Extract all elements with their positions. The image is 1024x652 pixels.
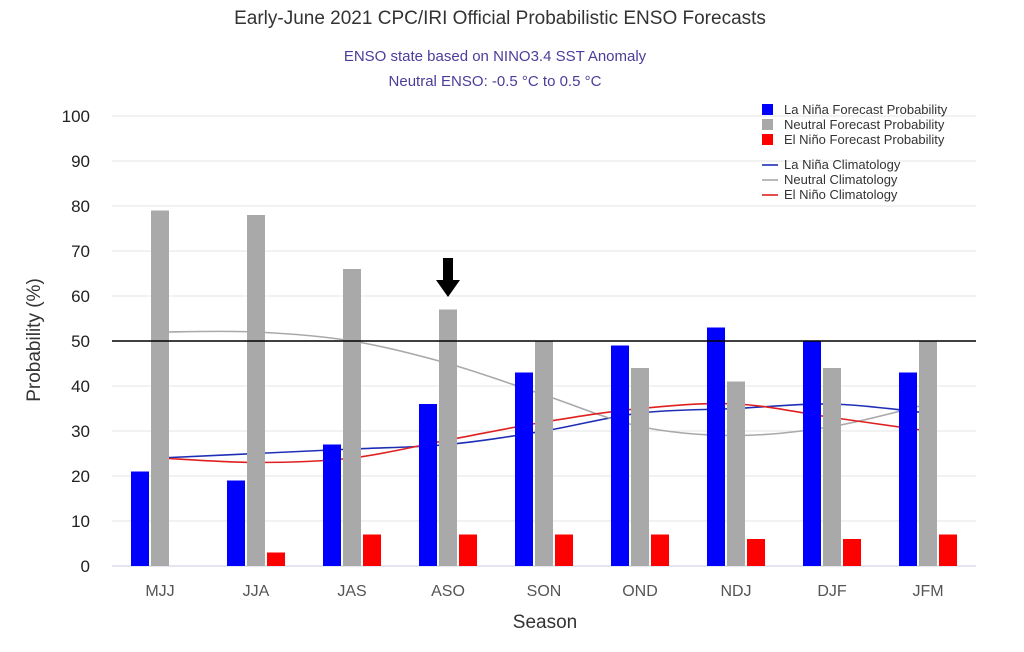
legend-label-el-nino-climatology: El Niño Climatology — [784, 187, 898, 202]
legend-swatch-la-nina-forecast-probability — [762, 104, 773, 115]
x-tick-label: OND — [622, 583, 658, 600]
bar-la-nina-forecast-probability-mjj — [131, 471, 149, 566]
y-tick-label: 50 — [71, 332, 90, 351]
x-tick-label: DJF — [817, 583, 847, 600]
bar-la-nina-forecast-probability-ond — [611, 345, 629, 566]
y-axis-ticks: 0 10 20 30 40 50 60 70 80 90 100 — [62, 107, 90, 576]
bar-el-nino-forecast-probability-ond — [651, 534, 669, 566]
bars-layer — [131, 210, 957, 566]
legend-label-la-nina-climatology: La Niña Climatology — [784, 157, 901, 172]
legend-swatch-el-nino-forecast-probability — [762, 134, 773, 145]
x-axis-title: Season — [513, 612, 577, 633]
chart-subtitle-2: Neutral ENSO: -0.5 °C to 0.5 °C — [388, 73, 602, 90]
y-tick-label: 70 — [71, 242, 90, 261]
bar-neutral-forecast-probability-mjj — [151, 210, 169, 566]
x-tick-label: ASO — [431, 583, 465, 600]
y-axis-title: Probability (%) — [24, 278, 45, 402]
bar-el-nino-forecast-probability-aso — [459, 534, 477, 566]
bar-la-nina-forecast-probability-aso — [419, 404, 437, 566]
bar-la-nina-forecast-probability-ndj — [707, 327, 725, 566]
chart-title: Early-June 2021 CPC/IRI Official Probabi… — [234, 8, 766, 29]
y-tick-label: 40 — [71, 377, 90, 396]
bar-el-nino-forecast-probability-jas — [363, 534, 381, 566]
x-tick-label: JFM — [912, 583, 943, 600]
x-tick-label: MJJ — [145, 583, 174, 600]
y-tick-label: 80 — [71, 197, 90, 216]
bar-neutral-forecast-probability-son — [535, 341, 553, 566]
x-tick-label: NDJ — [720, 583, 751, 600]
legend-label-neutral-climatology: Neutral Climatology — [784, 172, 898, 187]
bar-neutral-forecast-probability-djf — [823, 368, 841, 566]
chart-subtitle-1: ENSO state based on NINO3.4 SST Anomaly — [343, 48, 647, 65]
bar-el-nino-forecast-probability-jja — [267, 552, 285, 566]
x-tick-label: JAS — [337, 583, 366, 600]
down-arrow-icon — [436, 258, 460, 297]
legend-label-el-nino-forecast-probability: El Niño Forecast Probability — [784, 132, 945, 147]
bar-neutral-forecast-probability-jfm — [919, 341, 937, 566]
bar-el-nino-forecast-probability-ndj — [747, 539, 765, 566]
bar-neutral-forecast-probability-ond — [631, 368, 649, 566]
y-tick-label: 30 — [71, 422, 90, 441]
legend-label-la-nina-forecast-probability: La Niña Forecast Probability — [784, 102, 948, 117]
bar-la-nina-forecast-probability-son — [515, 372, 533, 566]
y-tick-label: 60 — [71, 287, 90, 306]
x-tick-label: SON — [527, 583, 562, 600]
legend-swatch-neutral-forecast-probability — [762, 119, 773, 130]
y-tick-label: 20 — [71, 467, 90, 486]
bar-la-nina-forecast-probability-jfm — [899, 372, 917, 566]
bar-neutral-forecast-probability-aso — [439, 309, 457, 566]
legend-label-neutral-forecast-probability: Neutral Forecast Probability — [784, 117, 945, 132]
bar-la-nina-forecast-probability-jja — [227, 480, 245, 566]
x-tick-label: JJA — [243, 583, 270, 600]
bar-la-nina-forecast-probability-jas — [323, 444, 341, 566]
marker-arrow-group — [436, 258, 460, 297]
bar-el-nino-forecast-probability-jfm — [939, 534, 957, 566]
y-tick-label: 10 — [71, 512, 90, 531]
bar-neutral-forecast-probability-jja — [247, 215, 265, 566]
bar-la-nina-forecast-probability-djf — [803, 341, 821, 566]
x-axis-ticks: MJJ JJA JAS ASO SON OND NDJ DJF JFM — [145, 583, 943, 600]
bar-neutral-forecast-probability-ndj — [727, 381, 745, 566]
bar-el-nino-forecast-probability-son — [555, 534, 573, 566]
bar-neutral-forecast-probability-jas — [343, 269, 361, 566]
bar-el-nino-forecast-probability-djf — [843, 539, 861, 566]
y-tick-label: 100 — [62, 107, 90, 126]
y-tick-label: 0 — [81, 557, 90, 576]
y-tick-label: 90 — [71, 152, 90, 171]
